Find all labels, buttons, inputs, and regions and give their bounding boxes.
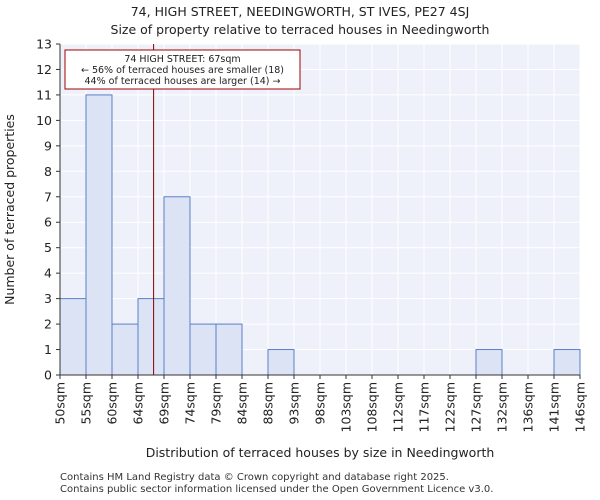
x-tick-label: 146sqm xyxy=(573,382,588,432)
y-axis-label: Number of terraced properties xyxy=(2,114,17,305)
bar xyxy=(137,298,165,376)
x-tick-label: 79sqm xyxy=(209,382,224,425)
x-tick-label: 69sqm xyxy=(157,382,172,425)
annotation-box xyxy=(64,49,301,90)
y-tick-label: 4 xyxy=(44,266,52,281)
y-tick-label: 3 xyxy=(44,291,52,306)
y-tick-label: 2 xyxy=(44,317,52,332)
x-tick-label: 141sqm xyxy=(547,382,562,432)
x-tick-label: 88sqm xyxy=(261,382,276,425)
footer-copyright: Contains HM Land Registry data © Crown c… xyxy=(60,472,449,483)
bar xyxy=(267,349,295,376)
y-tick-label: 8 xyxy=(44,164,52,179)
y-tick-label: 11 xyxy=(36,87,52,102)
x-tick-label: 122sqm xyxy=(443,382,458,432)
x-tick-label: 55sqm xyxy=(79,382,94,425)
bar xyxy=(475,349,503,376)
y-tick-label: 13 xyxy=(36,37,52,52)
x-axis-label: Distribution of terraced houses by size … xyxy=(146,445,495,460)
y-tick-label: 10 xyxy=(36,113,52,128)
x-tick-label: 132sqm xyxy=(495,382,510,432)
annotation-line-property: 74 HIGH STREET: 67sqm xyxy=(124,54,240,65)
x-tick-label: 136sqm xyxy=(521,382,536,432)
bar xyxy=(111,323,139,376)
bar xyxy=(189,323,217,376)
y-tick-label: 6 xyxy=(44,215,52,230)
footer-licence: Contains public sector information licen… xyxy=(60,484,494,495)
x-tick-label: 103sqm xyxy=(339,382,354,432)
x-tick-label: 108sqm xyxy=(365,382,380,432)
y-tick-label: 12 xyxy=(36,62,52,77)
y-tick-label: 1 xyxy=(44,342,52,357)
y-tick-label: 9 xyxy=(44,138,52,153)
chart-title-address: 74, HIGH STREET, NEEDINGWORTH, ST IVES, … xyxy=(130,4,470,19)
chart-title: Size of property relative to terraced ho… xyxy=(110,22,490,37)
bar xyxy=(85,94,113,376)
bar xyxy=(553,349,581,376)
x-tick-label: 98sqm xyxy=(313,382,328,425)
bar xyxy=(163,196,191,376)
x-tick-label: 93sqm xyxy=(287,382,302,425)
x-tick-label: 127sqm xyxy=(469,382,484,432)
x-tick-label: 112sqm xyxy=(391,382,406,432)
x-tick-label: 64sqm xyxy=(131,382,146,425)
x-tick-label: 117sqm xyxy=(417,382,432,432)
x-tick-label: 50sqm xyxy=(53,382,68,425)
y-tick-label: 5 xyxy=(44,240,52,255)
annotation-line-larger: 44% of terraced houses are larger (14) → xyxy=(85,76,281,87)
bar xyxy=(59,298,87,376)
x-tick-label: 84sqm xyxy=(235,382,250,425)
x-tick-label: 60sqm xyxy=(105,382,120,425)
y-tick-label: 0 xyxy=(44,368,52,383)
annotation-line-smaller: ← 56% of terraced houses are smaller (18… xyxy=(81,65,284,76)
x-tick-label: 74sqm xyxy=(183,382,198,425)
y-tick-label: 7 xyxy=(44,189,52,204)
bar xyxy=(215,323,243,376)
